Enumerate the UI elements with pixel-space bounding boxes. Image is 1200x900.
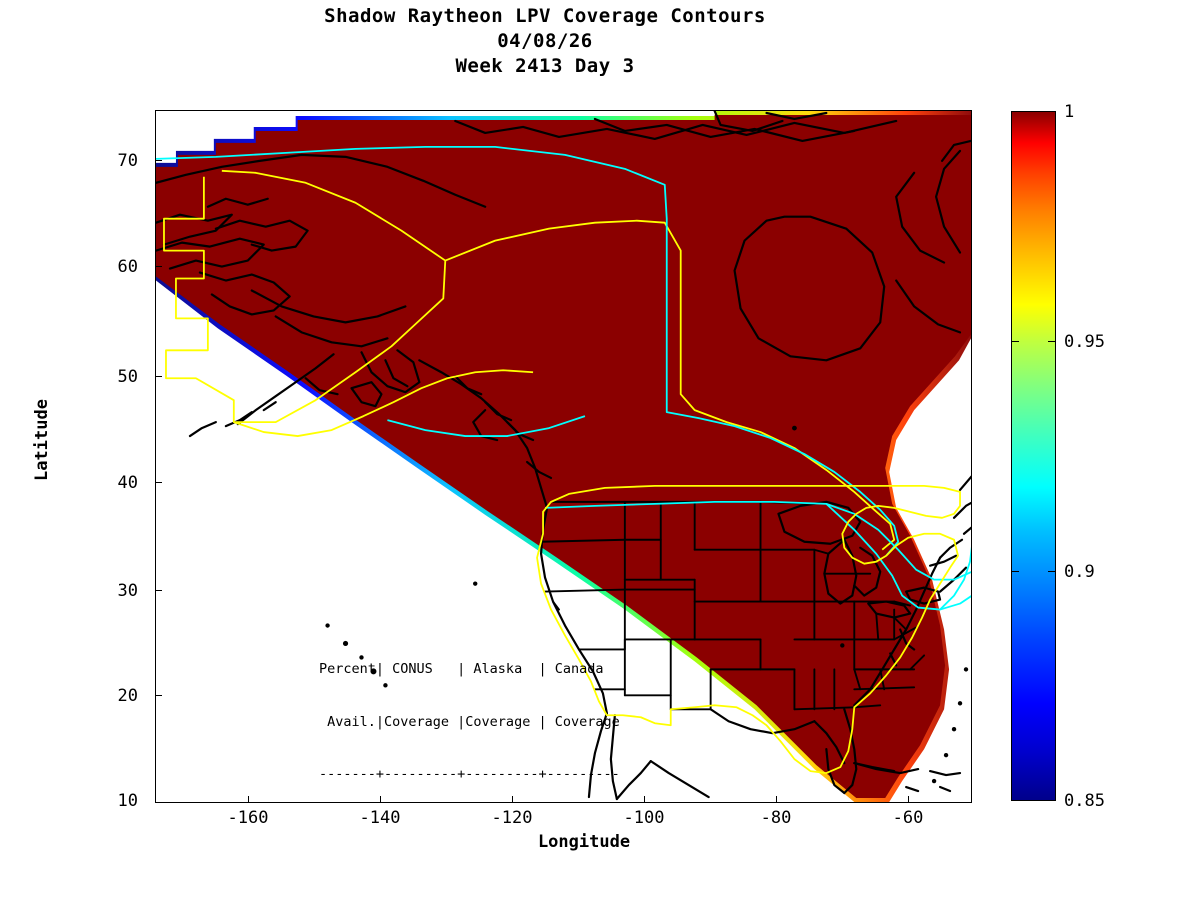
x-tick-label: -80 [760,808,792,828]
stats-header-2: Avail.|Coverage |Coverage | Coverage [319,713,620,730]
x-tick-label: -160 [227,808,269,828]
y-tick-mark [155,590,162,591]
colorbar-tick [1011,111,1019,112]
alaska-service-volume-arc [233,369,534,437]
x-tick-mark [776,796,777,803]
alaska-service-volume [163,169,447,423]
figure-title: Shadow Raytheon LPV Coverage Contours 04… [0,4,1090,79]
canada-service-volume-south [387,415,586,437]
title-line-2: 04/08/26 [497,30,593,52]
title-line-3: Week 2413 Day 3 [455,55,635,77]
coverage-stats-table: Percent| CONUS | Alaska | Canada Avail.|… [319,626,620,802]
y-tick-mark [155,695,162,696]
x-tick-mark [512,796,513,803]
y-tick-mark [155,482,162,483]
x-tick-label: -140 [359,808,401,828]
y-tick-mark [155,376,162,377]
colorbar-label: 0.95 [1064,332,1105,352]
colorbar [1011,111,1056,801]
colorbar-tick [1048,341,1056,342]
x-tick-label: -60 [892,808,924,828]
x-tick-mark [908,796,909,803]
x-tick-mark [380,796,381,803]
x-tick-label: -100 [623,808,665,828]
colorbar-tick [1011,571,1019,572]
x-tick-label: -120 [491,808,533,828]
x-tick-mark [644,796,645,803]
coverage-fill-region [156,114,971,799]
y-tick-mark [155,266,162,267]
y-tick-label: 10 [117,791,138,811]
colorbar-label: 1 [1064,102,1075,122]
colorbar-tick [1048,800,1056,801]
y-tick-label: 60 [117,257,138,277]
y-tick-label: 20 [117,686,138,706]
y-tick-mark [155,160,162,161]
stats-divider: -------+---------+---------+--------- [319,766,620,782]
stats-header-1: Percent| CONUS | Alaska | Canada [319,661,604,677]
conus-service-volume [536,485,961,774]
coverage-footprint [156,111,971,802]
y-tick-label: 50 [117,367,138,387]
canada-service-volume [156,145,900,557]
title-line-1: Shadow Raytheon LPV Coverage Contours [324,5,766,27]
y-axis-title: Latitude [32,399,52,481]
canada-service-volume-great-lakes [825,503,971,611]
x-axis-title: Longitude [537,832,631,852]
coastlines-layer [156,111,971,801]
y-tick-label: 30 [117,581,138,601]
colorbar-tick [1011,341,1019,342]
map-plot-area: Percent| CONUS | Alaska | Canada Avail.|… [155,110,972,803]
y-tick-label: 40 [117,473,138,493]
canada-service-volume-east [939,546,971,611]
colorbar-tick [1048,111,1056,112]
y-tick-label: 70 [117,151,138,171]
colorbar-label: 0.85 [1064,791,1105,811]
coverage-map-svg [156,111,971,802]
colorbar-gradient [1012,112,1055,800]
colorbar-tick [1011,800,1019,801]
colorbar-label: 0.9 [1064,562,1095,582]
canada-49th-parallel [545,500,971,581]
x-tick-mark [248,796,249,803]
colorbar-tick [1048,571,1056,572]
